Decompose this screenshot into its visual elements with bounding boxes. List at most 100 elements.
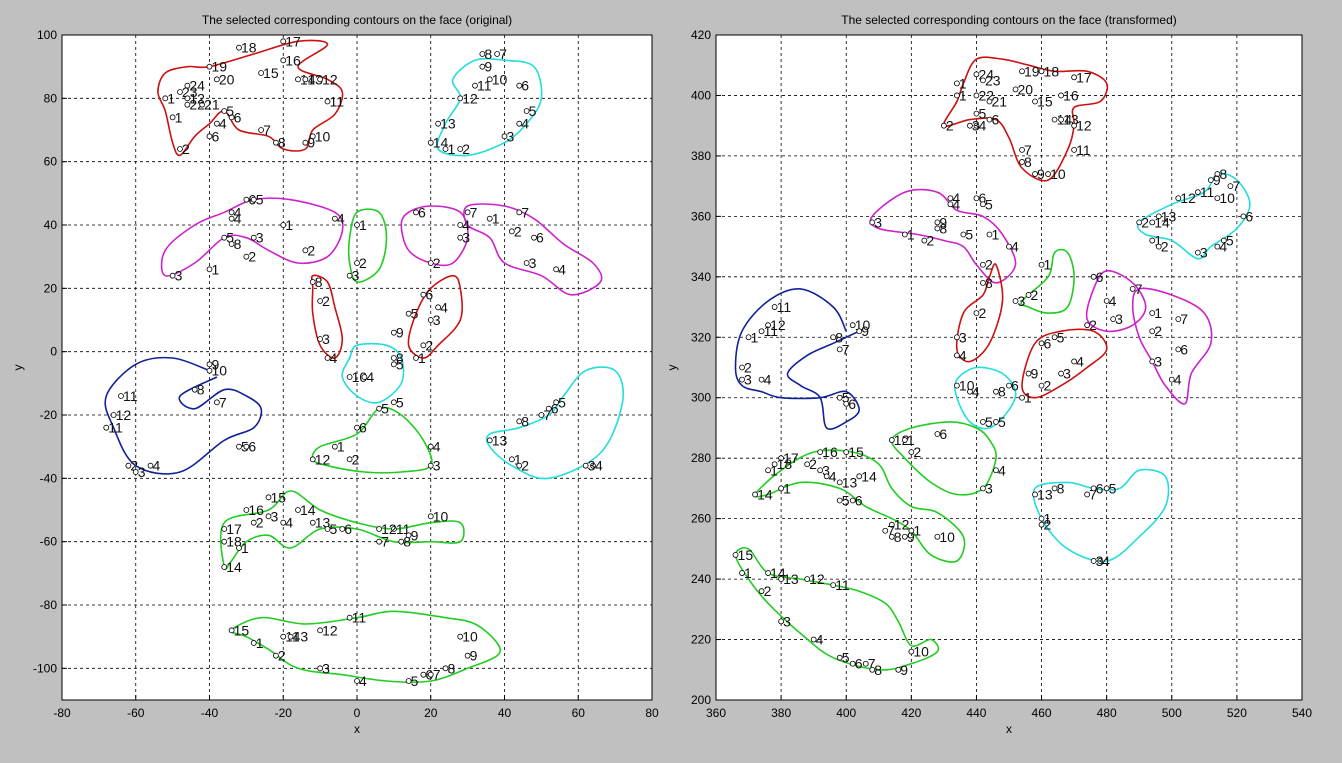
contour-point-marker bbox=[1175, 316, 1182, 323]
x-tick-label: 440 bbox=[966, 706, 986, 720]
contour-point-marker bbox=[472, 82, 478, 89]
point-index-label: 2 bbox=[256, 515, 264, 531]
point-index-label: 5 bbox=[842, 390, 850, 406]
contour-point-marker bbox=[228, 627, 235, 634]
contour-line-red bbox=[157, 39, 344, 157]
contour-point-marker bbox=[390, 361, 397, 368]
point-index-label: 3 bbox=[822, 462, 830, 478]
point-index-label: 20 bbox=[1018, 81, 1034, 97]
contour-point-marker bbox=[752, 491, 758, 498]
contour-point-marker bbox=[206, 361, 213, 368]
point-index-label: 5 bbox=[842, 650, 850, 666]
point-index-label: 5 bbox=[1226, 233, 1234, 249]
point-index-label: 3 bbox=[985, 480, 993, 496]
contour-point-marker bbox=[1038, 515, 1045, 522]
contour-point-marker bbox=[516, 120, 523, 127]
contour-point-marker bbox=[830, 334, 837, 341]
contour-point-marker bbox=[1175, 195, 1182, 202]
contour-point-marker bbox=[980, 279, 986, 286]
y-tick-label: 280 bbox=[691, 451, 711, 465]
contour-point-marker bbox=[849, 660, 856, 667]
contour-point-marker bbox=[1051, 116, 1058, 123]
contour-point-marker bbox=[908, 648, 915, 655]
point-index-label: 3 bbox=[433, 312, 441, 328]
contour-point-marker bbox=[457, 146, 464, 152]
point-index-label: 11 bbox=[777, 299, 792, 315]
contour-point-marker bbox=[973, 71, 980, 78]
contour-point-marker bbox=[317, 76, 324, 83]
point-index-label: 1 bbox=[770, 462, 778, 478]
contour-point-marker bbox=[250, 640, 257, 646]
contour-point-marker bbox=[973, 195, 980, 202]
point-index-label: 9 bbox=[1031, 366, 1039, 382]
contour-point-marker bbox=[1032, 171, 1038, 177]
y-tick-label: 340 bbox=[691, 270, 711, 284]
contour-point-marker bbox=[376, 526, 383, 532]
contour-point-marker bbox=[390, 355, 397, 361]
contour-point-marker bbox=[346, 272, 353, 279]
point-index-label: 4 bbox=[153, 458, 161, 474]
contour-point-marker bbox=[309, 133, 316, 140]
point-index-label: 14 bbox=[226, 559, 242, 575]
x-tick-label: 20 bbox=[424, 706, 438, 720]
contour-point-marker bbox=[986, 116, 993, 123]
y-tick-label: -20 bbox=[40, 408, 58, 422]
contour-point-marker bbox=[1058, 92, 1064, 99]
contour-point-marker bbox=[405, 310, 412, 317]
contour-point-marker bbox=[309, 456, 316, 463]
contour-point-marker bbox=[287, 633, 294, 640]
point-index-label: 8 bbox=[998, 384, 1006, 400]
point-index-label: 15 bbox=[234, 622, 250, 638]
contour-point-marker bbox=[1194, 189, 1201, 196]
point-index-label: 7 bbox=[868, 656, 876, 672]
point-index-label: 12 bbox=[1180, 190, 1196, 206]
contour-point-marker bbox=[1038, 382, 1045, 389]
contour-point-marker bbox=[960, 231, 967, 238]
contour-line-magenta bbox=[1085, 269, 1147, 333]
contour-point-marker bbox=[836, 479, 843, 486]
point-index-label: 2 bbox=[182, 141, 190, 157]
point-index-label: 4 bbox=[234, 211, 242, 227]
point-index-label: 10 bbox=[433, 508, 449, 524]
contour-point-marker bbox=[184, 82, 191, 89]
contour-point-marker bbox=[1071, 74, 1078, 81]
x-tick-label: 60 bbox=[572, 706, 586, 720]
contour-point-marker bbox=[901, 231, 908, 238]
contour-point-marker bbox=[206, 266, 213, 273]
plot-area bbox=[715, 34, 1303, 701]
point-index-label: 11 bbox=[352, 610, 367, 626]
point-index-label: 5 bbox=[330, 521, 338, 537]
point-index-label: 3 bbox=[271, 508, 279, 524]
point-index-label: 9 bbox=[411, 527, 419, 543]
contour-point-marker bbox=[758, 376, 765, 383]
point-index-label: 2 bbox=[514, 223, 522, 239]
y-tick-label: 360 bbox=[691, 209, 711, 223]
point-index-label: 12 bbox=[322, 71, 338, 87]
point-index-label: 2 bbox=[978, 305, 986, 321]
x-tick-label: 420 bbox=[901, 706, 921, 720]
contour-point-marker bbox=[324, 98, 331, 105]
contour-point-marker bbox=[553, 399, 560, 406]
contour-point-marker bbox=[435, 120, 442, 127]
contour-point-marker bbox=[523, 108, 530, 114]
point-index-label: 6 bbox=[234, 109, 242, 125]
point-index-label: 12 bbox=[894, 432, 910, 448]
contour-point-marker bbox=[228, 114, 235, 121]
point-index-label: 2 bbox=[462, 141, 470, 157]
contour-point-marker bbox=[162, 95, 169, 102]
contour-point-marker bbox=[169, 272, 176, 279]
contour-point-marker bbox=[804, 461, 811, 468]
point-index-label: 8 bbox=[315, 274, 323, 290]
contour-point-marker bbox=[1032, 491, 1038, 498]
point-index-label: 7 bbox=[887, 523, 895, 539]
contour-point-marker bbox=[346, 614, 353, 621]
point-index-label: 7 bbox=[521, 204, 529, 220]
contour-point-marker bbox=[856, 328, 863, 335]
contour-point-marker bbox=[869, 666, 876, 673]
point-index-label: 5 bbox=[226, 230, 234, 246]
contour-line-red bbox=[1021, 328, 1108, 399]
point-index-label: 11 bbox=[123, 388, 138, 404]
contour-line-green bbox=[347, 208, 388, 283]
contour-point-marker bbox=[346, 374, 353, 380]
point-index-label: 10 bbox=[492, 71, 508, 87]
